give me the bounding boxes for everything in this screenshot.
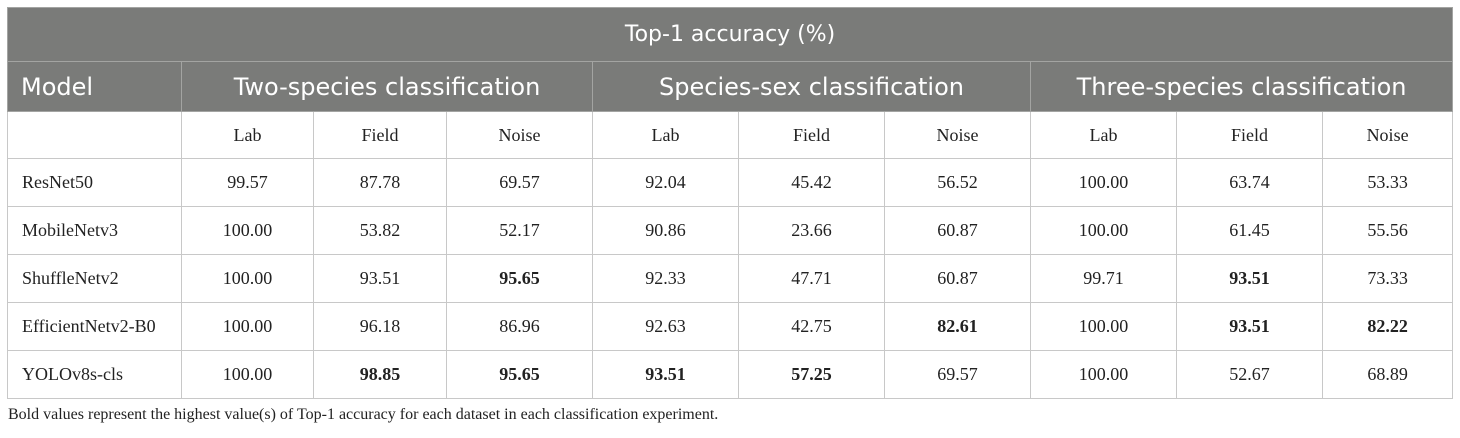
value-cell: 100.00 [1030,158,1177,207]
table-body: Lab Field Noise Lab Field Noise Lab Fiel… [7,111,1454,399]
value-cell: 95.65 [446,350,593,399]
accuracy-table: Top-1 accuracy (%) Model Two-species cla… [6,7,1454,399]
value-cell: 52.67 [1176,350,1323,399]
value-cell: 60.87 [884,254,1031,303]
value-cell: 68.89 [1321,350,1454,399]
subheader-row: Lab Field Noise Lab Field Noise Lab Fiel… [7,111,1454,159]
value-cell: 47.71 [738,254,885,303]
value-cell: 82.22 [1321,302,1454,351]
value-cell: 56.52 [884,158,1031,207]
table-title: Top-1 accuracy (%) [6,7,1454,62]
model-name-cell: MobileNetv3 [7,206,182,255]
value-cell: 90.86 [592,206,739,255]
value-cell: 100.00 [181,254,314,303]
value-cell: 99.57 [181,158,314,207]
value-cell: 100.00 [181,302,314,351]
value-cell: 53.82 [313,206,447,255]
model-name-cell: EfficientNetv2-B0 [7,302,182,351]
value-cell: 60.87 [884,206,1031,255]
value-cell: 61.45 [1176,206,1323,255]
value-cell: 55.56 [1321,206,1454,255]
value-cell: 92.63 [592,302,739,351]
value-cell: 52.17 [446,206,593,255]
subheader-cell: Noise [884,111,1031,159]
value-cell: 73.33 [1321,254,1454,303]
value-cell: 93.51 [592,350,739,399]
table-row: YOLOv8s-cls 100.00 98.85 95.65 93.51 57.25 69.… [7,350,1454,399]
value-cell: 93.51 [313,254,447,303]
model-name-cell: ShuffleNetv2 [7,254,182,303]
value-cell: 23.66 [738,206,885,255]
value-cell: 69.57 [884,350,1031,399]
value-cell: 57.25 [738,350,885,399]
subheader-empty-cell [7,111,182,159]
subheader-cell: Lab [181,111,314,159]
value-cell: 93.51 [1176,254,1323,303]
table-row: ResNet50 99.57 87.78 69.57 92.04 45.42 56.52 10… [7,158,1454,207]
value-cell: 69.57 [446,158,593,207]
value-cell: 45.42 [738,158,885,207]
value-cell: 95.65 [446,254,593,303]
model-name-cell: ResNet50 [7,158,182,207]
subheader-cell: Lab [592,111,739,159]
value-cell: 100.00 [1030,302,1177,351]
subheader-cell: Field [313,111,447,159]
value-cell: 100.00 [181,206,314,255]
table-row: ShuffleNetv2 100.00 93.51 95.65 92.33 47.71 60… [7,254,1454,303]
subheader-cell: Field [738,111,885,159]
value-cell: 100.00 [1030,350,1177,399]
subheader-cell: Noise [446,111,593,159]
value-cell: 100.00 [1030,206,1177,255]
group-header-three-species: Three-species classification [1029,61,1454,112]
value-cell: 53.33 [1321,158,1454,207]
subheader-cell: Lab [1030,111,1177,159]
table-row: EfficientNetv2-B0 100.00 96.18 86.96 92.63 42… [7,302,1454,351]
model-column-header: Model [7,61,182,112]
value-cell: 93.51 [1176,302,1323,351]
value-cell: 87.78 [313,158,447,207]
value-cell: 92.33 [592,254,739,303]
value-cell: 86.96 [446,302,593,351]
value-cell: 99.71 [1030,254,1177,303]
value-cell: 63.74 [1176,158,1323,207]
value-cell: 98.85 [313,350,447,399]
value-cell: 82.61 [884,302,1031,351]
value-cell: 42.75 [738,302,885,351]
subheader-cell: Noise [1321,111,1454,159]
value-cell: 92.04 [592,158,739,207]
table-container: Top-1 accuracy (%) Model Two-species cla… [6,7,1454,424]
model-name-cell: YOLOv8s-cls [7,350,182,399]
subheader-cell: Field [1176,111,1323,159]
group-header-two-species: Two-species classification [181,61,593,112]
table-footnote: Bold values represent the highest value(… [8,406,719,423]
value-cell: 100.00 [181,350,314,399]
table-row: MobileNetv3 100.00 53.82 52.17 90.86 23.66 60.… [7,206,1454,255]
group-header-species-sex: Species-sex classification [592,61,1031,112]
value-cell: 96.18 [313,302,447,351]
